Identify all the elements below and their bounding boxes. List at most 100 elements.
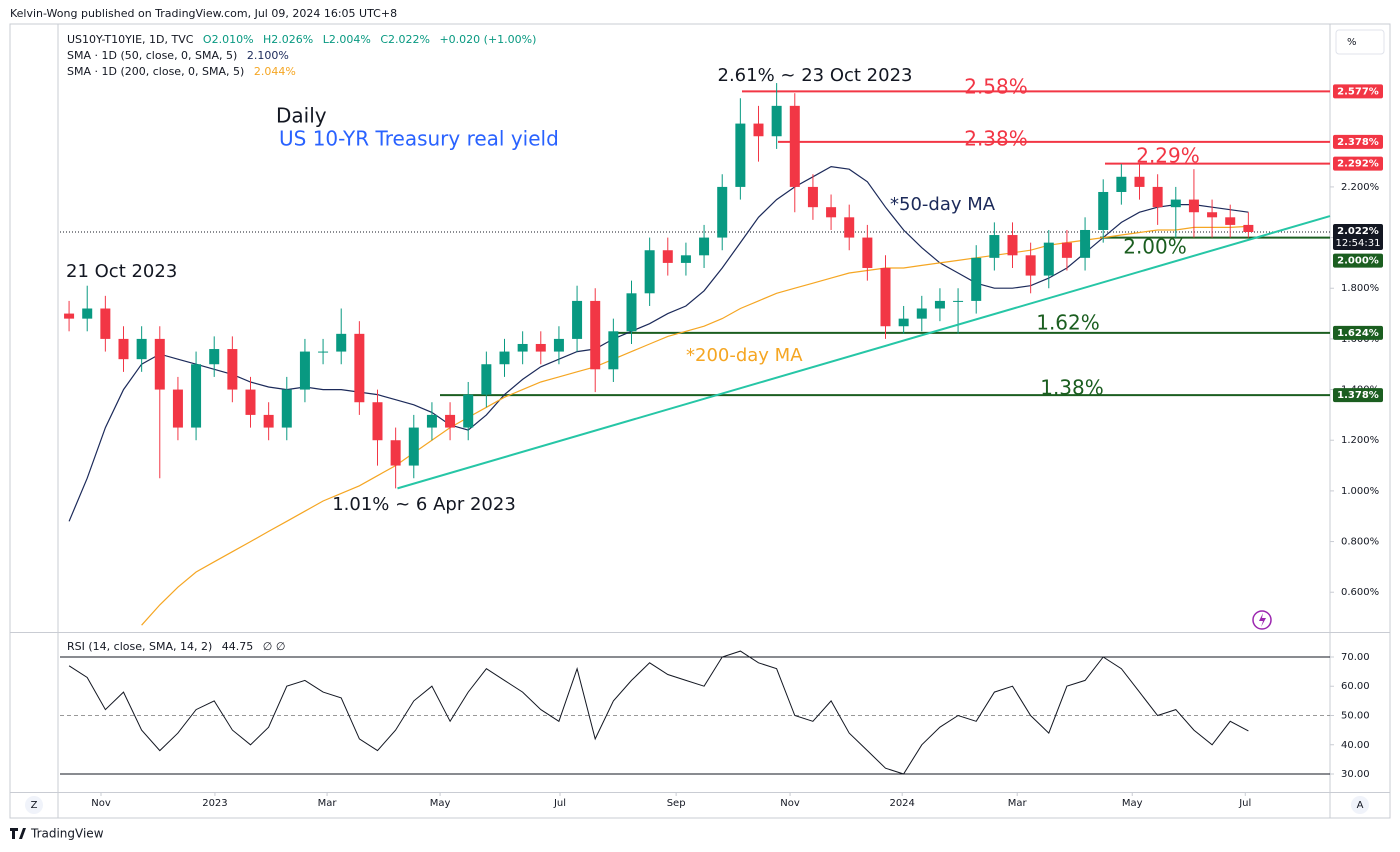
candle-body [1025, 255, 1036, 276]
candle-body [535, 343, 546, 352]
ohlc-close: C2.022% [380, 33, 430, 46]
candle-body [463, 394, 474, 428]
candle-body [862, 237, 873, 268]
brand-logo [10, 828, 26, 839]
sma200-name: SMA · 1D (200, close, 0, SMA, 5) [67, 65, 244, 78]
candle-body [172, 389, 183, 428]
x-tick-label: Mar [1008, 798, 1028, 809]
price-tag-label: 2.577% [1337, 86, 1379, 97]
candle-body [953, 300, 964, 302]
trough-label: 1.01% ~ 6 Apr 2023 [332, 494, 516, 515]
level-annotation: 1.38% [1040, 376, 1104, 400]
y-tick-label: 1.000% [1341, 486, 1379, 497]
auto-label[interactable]: A [1357, 800, 1364, 811]
legend-sma50: SMA · 1D (50, close, 0, SMA, 5) 2.100% [67, 49, 289, 62]
zoom-button[interactable] [25, 796, 43, 814]
candle-body [64, 313, 75, 319]
x-tick-label: May [430, 798, 451, 809]
candle-body [662, 250, 673, 263]
candle-body [717, 186, 728, 238]
change: +0.020 (+1.00%) [439, 33, 536, 46]
candle-body [445, 414, 456, 428]
level-annotation: 2.58% [964, 75, 1028, 99]
candle-body [1170, 199, 1181, 208]
candle-body [426, 414, 437, 428]
x-tick-label: Sep [667, 798, 686, 809]
candle-body [699, 237, 710, 256]
candle-body [626, 293, 637, 332]
y-tick-label: 0.800% [1341, 537, 1379, 548]
candle-body [1225, 217, 1236, 225]
candle-body [844, 217, 855, 238]
x-tick-label: 2023 [202, 798, 227, 809]
candle-body [934, 300, 945, 309]
rsi-value: 44.75 [222, 640, 254, 653]
price-tag [1333, 253, 1383, 268]
candle-body [354, 333, 365, 403]
candle-body [227, 349, 238, 390]
price-tag-label: 2.378% [1337, 137, 1379, 148]
y-tick-label: 0.600% [1341, 587, 1379, 598]
candle-body [826, 207, 837, 218]
candle-body [1080, 229, 1091, 258]
candle-body [100, 308, 111, 339]
sma200-value: 2.044% [254, 65, 296, 78]
candle-body [753, 123, 764, 137]
candle-body [1098, 191, 1109, 230]
candle-body [136, 338, 147, 360]
candle-body [1243, 224, 1254, 233]
peak-label: 2.61% ~ 23 Oct 2023 [718, 65, 913, 86]
legend: US10Y-T10YIE, 1D, TVC O2.010% H2.026% L2… [67, 33, 536, 653]
candle-body [1061, 242, 1072, 258]
x-tick-label: Jul [1238, 798, 1251, 809]
x-tick-label: Mar [318, 798, 338, 809]
candle-body [481, 364, 492, 395]
price-tag [1333, 388, 1383, 403]
x-tick-label: Jul [553, 798, 566, 809]
frame [9, 23, 1391, 819]
candle-body [281, 389, 292, 428]
y-tick-label: 60.00 [1341, 681, 1370, 692]
candle-body [735, 123, 746, 187]
x-tick-label: May [1122, 798, 1143, 809]
ohlc-open: O2.010% [203, 33, 254, 46]
rsi-name: RSI (14, close, SMA, 14, 2) [67, 640, 212, 653]
candle-body [680, 255, 691, 263]
publisher: Kelvin-Wong published on TradingView.com… [10, 7, 397, 20]
level-annotation: 2.29% [1136, 144, 1200, 168]
candle-body [880, 267, 891, 327]
y-tick-label: 2.200% [1341, 182, 1379, 193]
candle-body [789, 105, 800, 187]
candle-body [916, 308, 927, 319]
price-tag [1333, 156, 1383, 171]
candle-body [644, 250, 655, 294]
sma50-name: SMA · 1D (50, close, 0, SMA, 5) [67, 49, 237, 62]
period-label: Daily [276, 104, 327, 128]
zoom-label[interactable]: Z [31, 800, 38, 811]
alert-icon[interactable] [1252, 610, 1272, 630]
legend-rsi: RSI (14, close, SMA, 14, 2) 44.75 ∅ ∅ [67, 640, 285, 653]
subject-label: US 10-YR Treasury real yield [279, 127, 559, 151]
level-annotation: 2.00% [1123, 235, 1187, 259]
moving-average [68, 165, 1249, 522]
price-tag-label: 2.000% [1337, 256, 1379, 267]
candle-body [553, 338, 564, 352]
scale-button[interactable] [1335, 29, 1385, 55]
candle-body [1152, 186, 1163, 208]
candle-body [1207, 212, 1218, 218]
candle-body [82, 308, 93, 319]
ma50-label: *50-day MA [890, 194, 996, 215]
candle-body [390, 440, 401, 466]
price-tag [1333, 325, 1383, 340]
rsi-flags: ∅ ∅ [263, 640, 286, 653]
sma50-value: 2.100% [247, 49, 289, 62]
alert-bolt [1259, 613, 1266, 627]
legend-sma200: SMA · 1D (200, close, 0, SMA, 5) 2.044% [67, 65, 296, 78]
candle-body [1043, 242, 1054, 276]
candle-body [372, 402, 383, 441]
candle-body [971, 257, 982, 301]
auto-button[interactable] [1351, 796, 1369, 814]
scale-label[interactable]: % [1347, 37, 1357, 48]
candle-body [517, 343, 528, 352]
